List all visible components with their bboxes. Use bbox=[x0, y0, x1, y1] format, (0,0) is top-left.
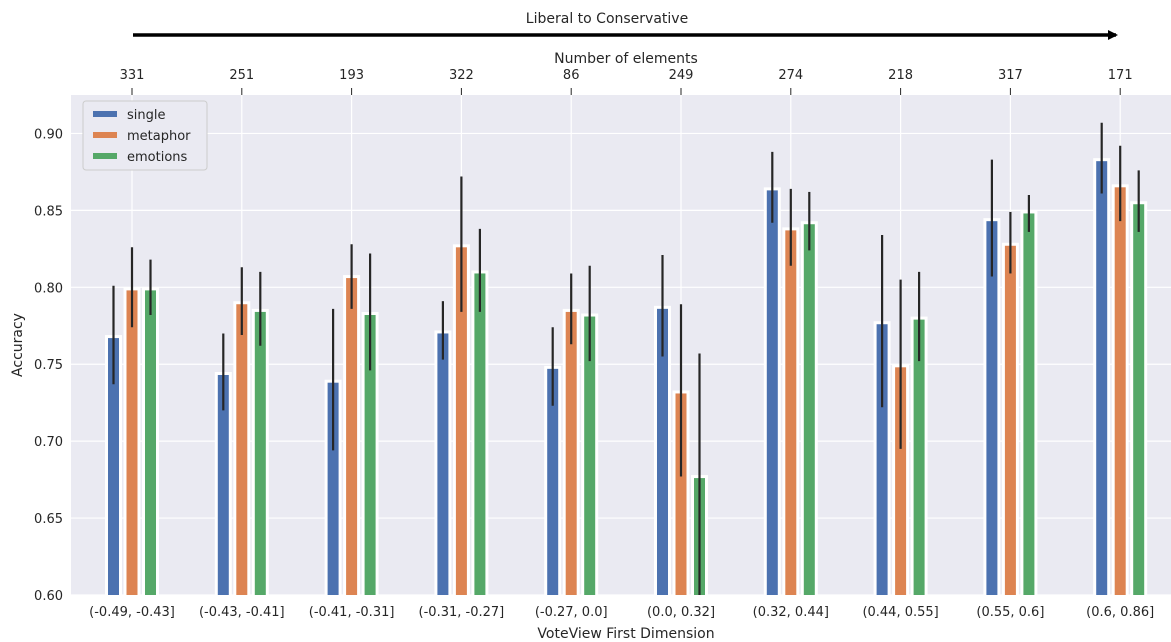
top-axis-label: Number of elements bbox=[554, 51, 698, 67]
top-tick-label: 317 bbox=[998, 68, 1023, 83]
bar-single bbox=[437, 333, 449, 595]
top-tick-label: 218 bbox=[888, 68, 913, 83]
x-tick-label: (0.55, 0.6] bbox=[976, 605, 1044, 620]
bar-single bbox=[657, 308, 668, 595]
bar-emotions bbox=[803, 224, 815, 595]
x-tick-label: (-0.31, -0.27] bbox=[419, 605, 505, 620]
legend-swatch-single bbox=[93, 111, 117, 117]
bar-single bbox=[327, 382, 339, 595]
top-tick-label: 171 bbox=[1108, 68, 1133, 83]
bar-metaphor bbox=[675, 393, 687, 595]
bar-single bbox=[986, 221, 998, 595]
legend-swatch-emotions bbox=[93, 153, 117, 159]
bar-emotions bbox=[584, 316, 596, 595]
bar-single bbox=[108, 338, 119, 595]
bar-metaphor bbox=[895, 367, 907, 595]
legend-label-metaphor: metaphor bbox=[127, 129, 191, 144]
legend-label-emotions: emotions bbox=[127, 150, 188, 165]
legend-swatch-metaphor bbox=[93, 132, 117, 138]
bar-metaphor bbox=[126, 290, 138, 595]
y-tick-label: 0.65 bbox=[34, 512, 63, 527]
x-tick-label: (-0.49, -0.43] bbox=[89, 605, 175, 620]
bar-metaphor bbox=[785, 230, 797, 595]
top-tick-label: 274 bbox=[778, 68, 803, 83]
x-tick-label: (0.44, 0.55] bbox=[862, 605, 938, 620]
bar-metaphor bbox=[1004, 245, 1016, 595]
legend-box bbox=[82, 100, 208, 171]
top-tick-label: 251 bbox=[229, 68, 254, 83]
bar-single bbox=[547, 368, 559, 595]
bar-emotions bbox=[364, 315, 376, 595]
top-tick-label: 322 bbox=[449, 68, 474, 83]
bar-emotions bbox=[254, 311, 266, 595]
bar-single bbox=[766, 190, 778, 595]
bar-emotions bbox=[913, 319, 925, 595]
y-tick-label: 0.70 bbox=[34, 435, 63, 450]
bar-emotions bbox=[1133, 204, 1145, 595]
bar-metaphor bbox=[565, 311, 577, 595]
bar-emotions bbox=[145, 290, 156, 595]
y-tick-label: 0.85 bbox=[34, 204, 63, 219]
bar-metaphor bbox=[455, 247, 467, 596]
x-axis-label: VoteView First Dimension bbox=[537, 626, 714, 642]
bar-single bbox=[876, 324, 888, 595]
legend-label-single: single bbox=[127, 108, 166, 123]
x-tick-label: (0.0, 0.32] bbox=[647, 605, 715, 620]
bar-metaphor bbox=[1114, 187, 1126, 596]
bar-emotions bbox=[1023, 213, 1035, 595]
x-tick-label: (-0.43, -0.41] bbox=[199, 605, 285, 620]
y-tick-label: 0.60 bbox=[34, 589, 63, 604]
legend: single metaphor emotions bbox=[82, 100, 208, 171]
tick-labels: 0.60 0.65 0.70 0.75 0.80 0.85 0.90 331 (-0.49, -… bbox=[34, 68, 1154, 620]
bar-single bbox=[1096, 161, 1108, 595]
y-tick-label: 0.90 bbox=[34, 127, 63, 142]
y-axis-label: Accuracy bbox=[10, 313, 26, 377]
top-tick-label: 331 bbox=[120, 68, 145, 83]
bar-single bbox=[217, 375, 229, 595]
x-tick-label: (0.32, 0.44] bbox=[753, 605, 829, 620]
x-tick-label: (-0.27, 0.0] bbox=[535, 605, 608, 620]
chart-title: Liberal to Conservative bbox=[526, 11, 688, 27]
x-tick-label: (0.6, 0.86] bbox=[1086, 605, 1154, 620]
y-tick-label: 0.80 bbox=[34, 281, 63, 296]
bars bbox=[105, 122, 1148, 596]
bar-emotions bbox=[474, 273, 486, 595]
top-tick-label: 249 bbox=[669, 68, 694, 83]
x-tick-label: (-0.41, -0.31] bbox=[309, 605, 395, 620]
bar-metaphor bbox=[236, 304, 248, 595]
top-tick-label: 193 bbox=[339, 68, 364, 83]
top-tick-label: 86 bbox=[563, 68, 580, 83]
y-tick-label: 0.75 bbox=[34, 358, 63, 373]
bar-metaphor bbox=[346, 278, 358, 595]
